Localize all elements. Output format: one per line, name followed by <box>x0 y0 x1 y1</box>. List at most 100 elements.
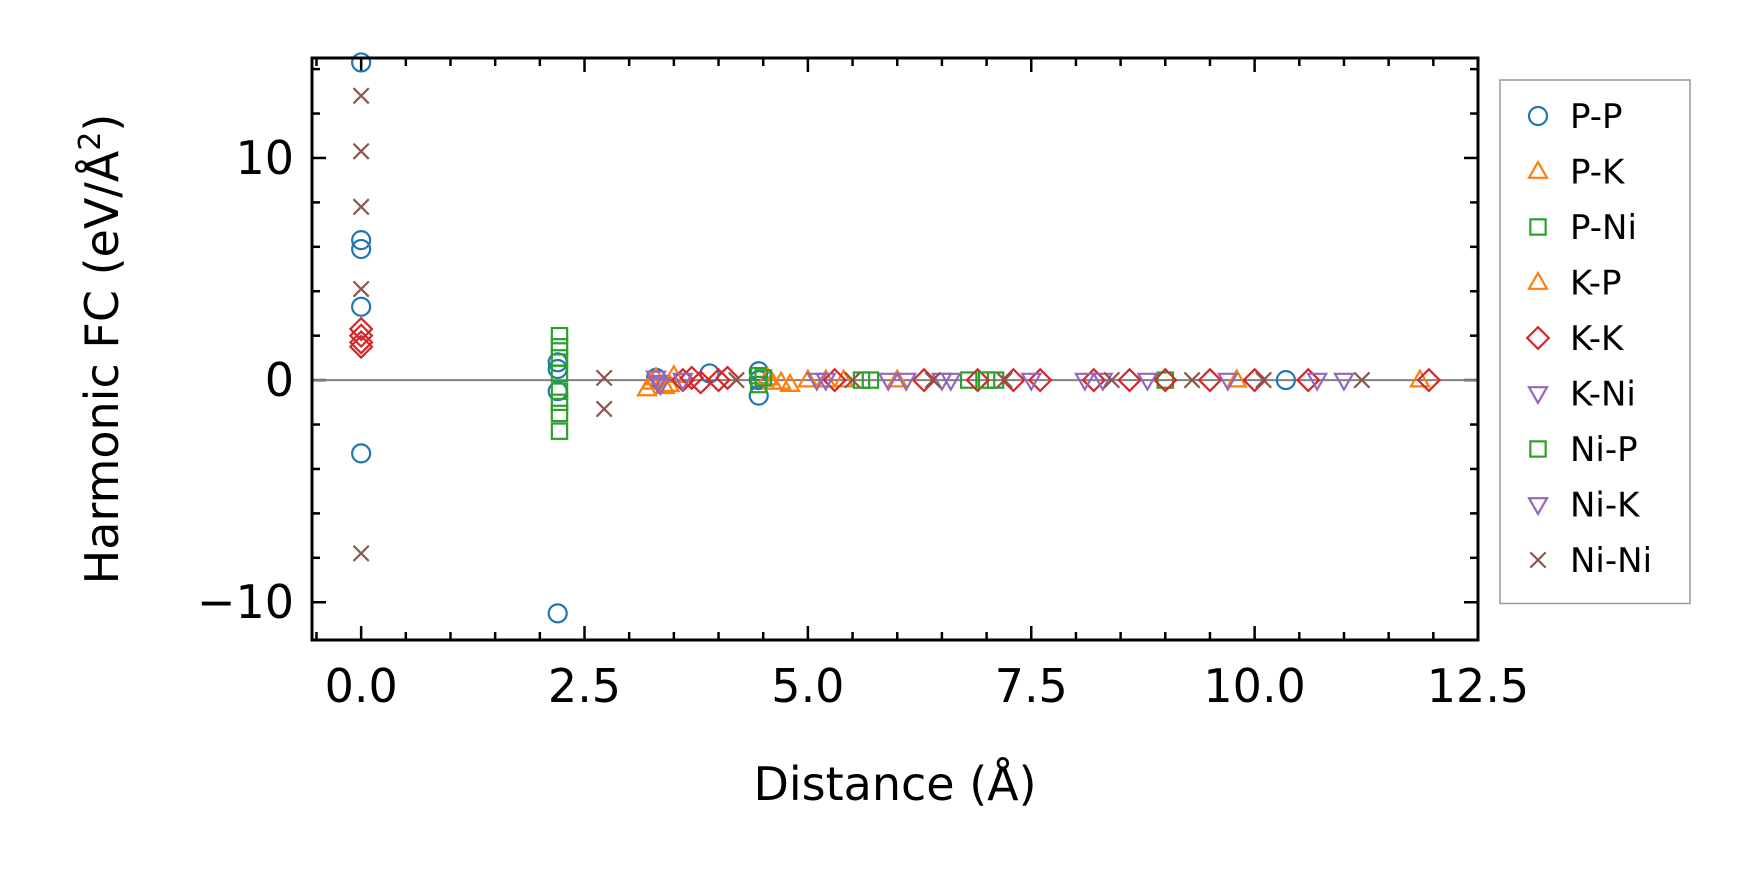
legend: P-P P-K P-Ni K-P K-K K-Ni Ni-P Ni-K Ni-Ni <box>1499 79 1691 605</box>
legend-marker <box>1527 159 1549 179</box>
data-point <box>814 368 837 388</box>
data-point <box>727 371 745 389</box>
legend-item: P-Ni <box>1529 208 1637 248</box>
y-axis-label-superscript: 2 <box>73 132 108 151</box>
legend-item: P-P <box>1527 97 1623 137</box>
x-tick-label: 12.5 <box>1427 659 1529 713</box>
data-point <box>996 371 1013 389</box>
data-point <box>877 372 900 392</box>
data-point <box>640 370 663 390</box>
data-point <box>1409 368 1431 388</box>
plot-frame <box>310 56 1480 642</box>
data-point <box>779 372 801 392</box>
data-point <box>550 382 569 400</box>
data-point <box>352 198 370 216</box>
y-axis-label-close: ) <box>75 114 129 132</box>
data-point-stroke <box>352 544 370 562</box>
data-point <box>1275 369 1297 391</box>
data-point <box>671 372 694 392</box>
data-point <box>550 422 569 440</box>
data-point <box>1216 372 1239 392</box>
data-point <box>351 238 372 260</box>
data-point <box>1103 371 1121 389</box>
series-ni-k <box>646 372 1355 394</box>
data-point <box>348 329 374 355</box>
data-point <box>939 372 962 392</box>
data-point <box>1416 367 1442 393</box>
data-point <box>595 400 613 418</box>
data-point <box>1091 372 1114 392</box>
data-point <box>1156 371 1175 389</box>
data-point <box>770 370 792 390</box>
data-point <box>754 369 772 387</box>
data-point <box>748 385 769 406</box>
data-point <box>351 52 372 73</box>
tick-labels: 0.0 2.5 5.0 7.5 10.0 12.5 −10 0 10 <box>197 131 1529 713</box>
legend-label: P-Ni <box>1570 208 1637 248</box>
data-point-stroke <box>1255 371 1272 389</box>
legend-marker <box>1529 440 1547 458</box>
data-point <box>550 393 569 412</box>
x-tick-label: 10.0 <box>1203 659 1305 713</box>
data-point <box>352 142 370 160</box>
data-point <box>822 367 848 393</box>
legend-item: K-K <box>1525 319 1625 359</box>
legend-marker <box>1527 105 1549 127</box>
data-point <box>844 371 861 389</box>
data-point-stroke <box>1183 371 1201 389</box>
data-point <box>796 368 819 388</box>
x-tick-label: 7.5 <box>995 659 1068 713</box>
data-point <box>352 87 370 105</box>
y-axis-label: Harmonic FC (eV/Å2) <box>73 114 129 585</box>
data-point <box>595 369 613 387</box>
data-point <box>715 365 740 391</box>
legend-marker <box>1527 386 1549 406</box>
data-point <box>959 371 978 389</box>
data-point <box>550 364 569 383</box>
y-tick-label: −10 <box>197 575 294 629</box>
data-point <box>911 367 937 393</box>
data-point <box>1152 367 1178 393</box>
data-point <box>351 230 372 251</box>
data-point <box>1020 372 1043 392</box>
data-point-stroke <box>1103 371 1121 389</box>
data-point <box>965 367 991 393</box>
data-point <box>348 334 374 360</box>
data-point <box>1117 367 1142 393</box>
data-point <box>1295 367 1321 393</box>
y-tick-label: 10 <box>235 131 294 185</box>
data-point <box>924 371 942 389</box>
legend-label: K-Ni <box>1570 375 1636 415</box>
legend-item: Ni-Ni <box>1529 541 1652 581</box>
series-p-p <box>351 52 1297 624</box>
legend-marker <box>1525 325 1551 351</box>
data-point-stroke <box>352 142 370 160</box>
data-point <box>1225 368 1248 388</box>
legend-item: P-K <box>1527 153 1626 193</box>
legend-label: P-P <box>1570 97 1623 137</box>
y-axis-label-base: Harmonic FC (eV/Å <box>75 150 129 584</box>
data-point <box>1183 371 1201 389</box>
legend-marker <box>1527 497 1549 517</box>
legend-label: K-P <box>1570 264 1622 304</box>
legend-label: P-K <box>1570 153 1626 193</box>
data-point-stroke <box>1353 371 1371 389</box>
legend-label: Ni-Ni <box>1570 541 1652 581</box>
data-point-stroke <box>595 369 613 387</box>
data-point-stroke <box>996 371 1013 389</box>
series-ni-ni <box>352 87 1371 562</box>
data-point <box>1353 371 1371 389</box>
data-point-stroke <box>924 371 942 389</box>
data-point <box>1333 372 1355 392</box>
data-point <box>352 280 370 298</box>
data-point <box>351 443 372 464</box>
data-point <box>832 368 855 388</box>
x-tick-label: 2.5 <box>548 659 621 713</box>
legend-label: Ni-K <box>1570 486 1641 526</box>
axis-ticks <box>312 58 1480 640</box>
data-point <box>351 296 372 317</box>
series-ni-p <box>550 364 996 400</box>
legend-item: Ni-K <box>1527 486 1641 526</box>
data-point <box>895 372 918 392</box>
